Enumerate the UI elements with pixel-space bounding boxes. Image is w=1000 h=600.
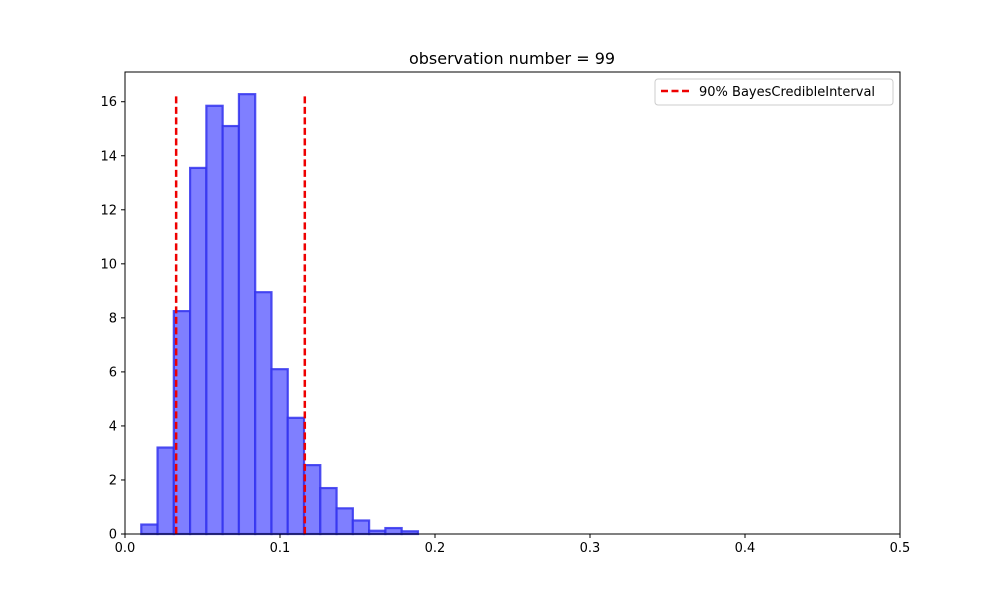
y-tick-label: 6 [109, 365, 117, 380]
histogram-bar [286, 416, 306, 536]
y-tick-label: 16 [100, 95, 117, 110]
y-tick-label: 14 [100, 149, 117, 164]
x-tick-label: 0.3 [580, 541, 601, 556]
histogram-bar [140, 523, 159, 536]
y-tick-label: 0 [109, 528, 117, 543]
histogram-bar [351, 519, 371, 536]
x-tick-label: 0.4 [735, 541, 756, 556]
x-tick-label: 0.5 [890, 541, 911, 556]
histogram-bar [270, 368, 289, 536]
y-tick-label: 4 [109, 419, 117, 434]
histogram-bars [140, 93, 420, 536]
histogram-bar [156, 446, 175, 536]
x-tick-label: 0.0 [115, 541, 136, 556]
legend: 90% BayesCredibleInterval [654, 78, 894, 106]
plot-area-frame [124, 71, 901, 535]
histogram-bar [205, 104, 224, 536]
x-tick-label: 0.1 [270, 541, 291, 556]
histogram-bar [189, 166, 208, 536]
legend-box [654, 78, 894, 106]
histogram-bar [254, 291, 273, 536]
histogram-bar [319, 486, 338, 536]
y-tick-label: 10 [100, 257, 117, 272]
legend-label: 90% BayesCredibleInterval [699, 85, 875, 100]
histogram-bar [302, 464, 322, 536]
y-tick-label: 8 [109, 311, 117, 326]
y-tick-label: 12 [100, 203, 117, 218]
histogram-bar [221, 124, 241, 536]
histogram-bar [335, 507, 354, 536]
histogram-bar [237, 93, 257, 536]
x-axis: 0.0 0.1 0.2 0.3 0.4 0.5 [115, 534, 911, 556]
y-axis: 0 2 4 6 8 10 12 14 16 [100, 95, 125, 543]
y-tick-label: 2 [109, 473, 117, 488]
x-tick-label: 0.2 [425, 541, 446, 556]
histogram-bar [384, 526, 403, 536]
chart-title: observation number = 99 [409, 49, 615, 68]
